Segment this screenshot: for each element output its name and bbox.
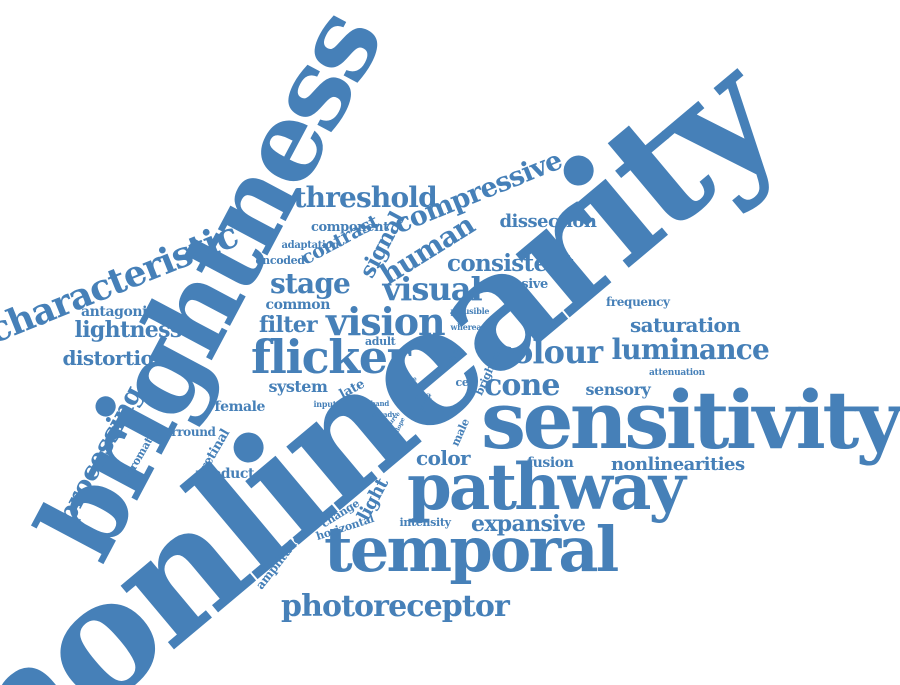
word-filter: filter: [259, 312, 318, 338]
word-intensity: intensity: [399, 515, 451, 529]
word-antagonism: antagonism: [81, 304, 169, 320]
word-colour: colour: [493, 333, 604, 371]
word-sensory: sensory: [585, 380, 651, 399]
word-surround: surround: [156, 425, 216, 439]
word-band: band: [370, 398, 390, 408]
word-common: common: [265, 297, 331, 313]
word-cell: cell: [455, 375, 477, 389]
word-attenuation: attenuation: [649, 367, 705, 378]
word-female: female: [214, 399, 266, 415]
word-visual: visual: [382, 270, 483, 308]
word-input: input: [313, 399, 337, 409]
word-product: product: [195, 466, 255, 482]
word-system: system: [268, 377, 328, 396]
word-pathway: pathway: [407, 450, 686, 525]
word-saturation: saturation: [630, 313, 741, 337]
word-lightness: lightness: [74, 317, 183, 343]
word-site: site: [405, 376, 417, 383]
word-adult: adult: [365, 334, 396, 348]
word-fusion: fusion: [527, 455, 574, 471]
word-encoded: encoded: [255, 253, 305, 267]
word-frequency: frequency: [606, 295, 670, 309]
word-stage: stage: [270, 267, 351, 300]
word-act: act: [409, 383, 419, 390]
word-flicker: flicker: [251, 330, 411, 384]
word-threshold: threshold: [293, 181, 438, 214]
word-shift: shift: [414, 391, 432, 401]
word-plausible: plausible: [450, 306, 490, 316]
word-expansive: expansive: [471, 511, 586, 537]
word-nonlinearities: nonlinearities: [611, 454, 745, 475]
word-sensitivity: sensitivity: [481, 373, 900, 467]
word-component: component: [311, 219, 389, 235]
word-consistent: consistent: [447, 249, 574, 277]
word-steady: steady: [372, 409, 396, 419]
word-effect: effect: [422, 404, 444, 414]
word-invasive: invasive: [492, 276, 549, 292]
word-whereas: whereas: [450, 322, 486, 332]
word-temporal: temporal: [324, 513, 619, 586]
word-vision: vision: [326, 299, 446, 344]
word-color: color: [416, 446, 471, 470]
word-cone: cone: [484, 368, 560, 403]
word-adaptation: adaptation: [281, 240, 340, 251]
word-distortion: distortion: [62, 346, 168, 370]
word-luminance: luminance: [611, 333, 770, 366]
word-dissection: dissection: [499, 211, 597, 232]
word-photoreceptor: photoreceptor: [281, 589, 510, 624]
